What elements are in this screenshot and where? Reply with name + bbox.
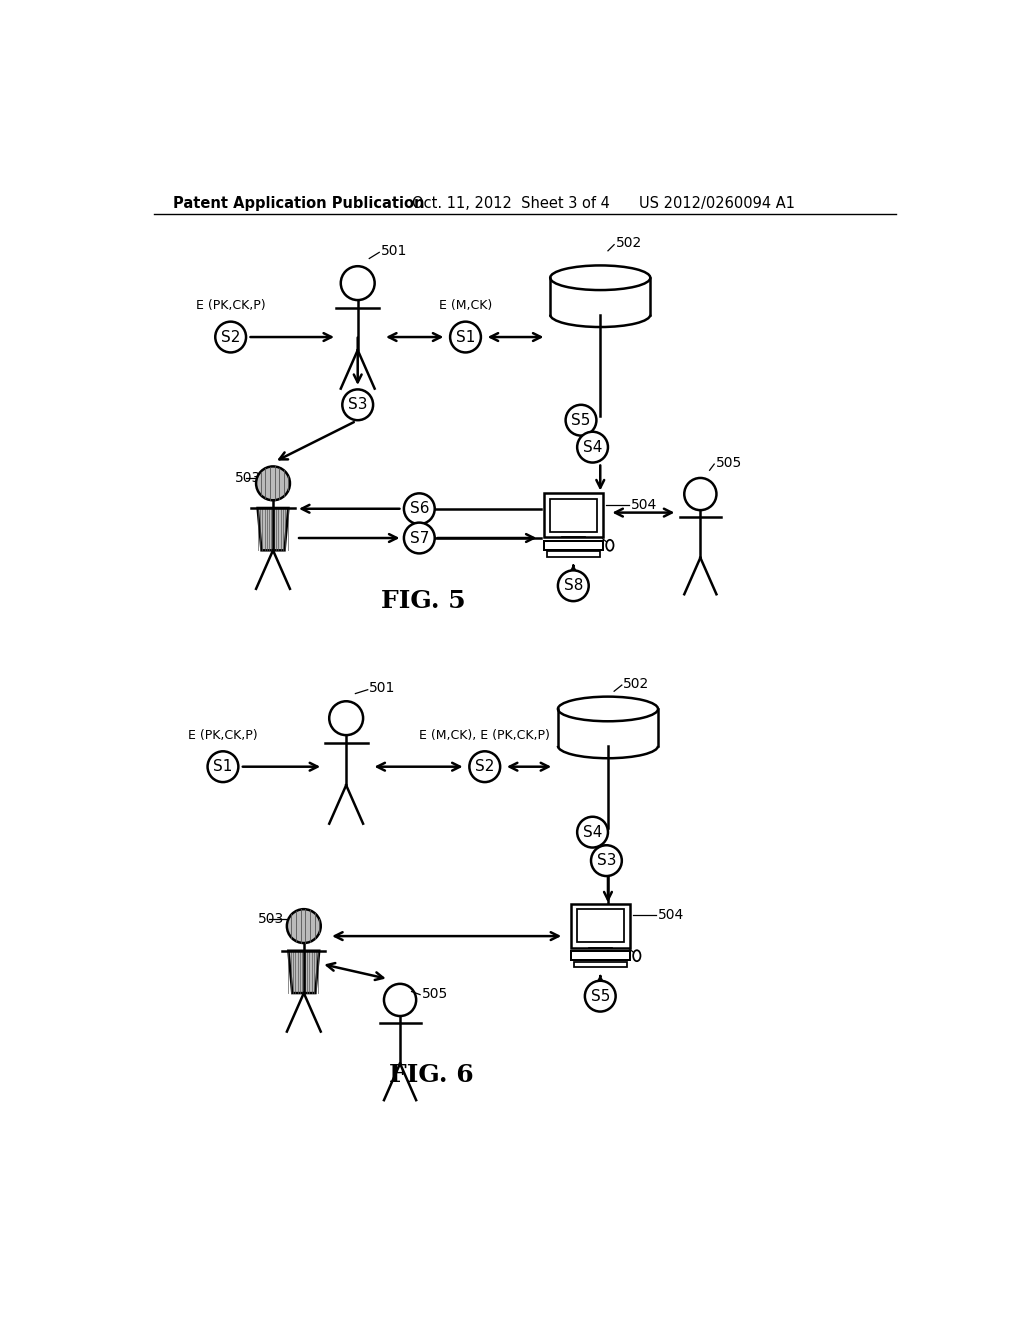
Text: S6: S6 [410,502,429,516]
Bar [573,961,627,968]
Text: FIG. 5: FIG. 5 [381,589,466,614]
Text: E (M,CK): E (M,CK) [439,300,493,313]
Circle shape [451,322,481,352]
Ellipse shape [550,265,650,290]
Bar [547,552,600,557]
Circle shape [215,322,246,352]
Polygon shape [289,950,319,993]
Circle shape [591,845,622,876]
Text: 501: 501 [381,244,408,257]
Bar [544,541,602,549]
Text: S1: S1 [456,330,475,345]
Circle shape [256,466,290,500]
Ellipse shape [606,540,613,550]
Circle shape [342,389,373,420]
Bar [558,709,658,746]
Circle shape [558,570,589,601]
Bar [571,904,630,948]
Text: S8: S8 [563,578,583,593]
Text: 504: 504 [658,908,684,923]
Circle shape [208,751,239,781]
Bar [544,494,602,537]
Text: S2: S2 [475,759,495,775]
Text: S5: S5 [591,989,610,1003]
Bar [550,277,650,314]
Text: 502: 502 [615,236,642,249]
Text: S5: S5 [571,413,591,428]
Text: S1: S1 [213,759,232,775]
Text: Patent Application Publication: Patent Application Publication [173,195,424,211]
Circle shape [565,405,596,436]
Text: 503: 503 [234,471,261,484]
Bar [571,952,630,960]
Text: 505: 505 [422,987,447,1001]
Circle shape [469,751,500,781]
Ellipse shape [633,950,640,961]
Text: E (PK,CK,P): E (PK,CK,P) [188,729,258,742]
Ellipse shape [558,697,658,721]
Text: S4: S4 [583,825,602,840]
Circle shape [578,817,608,847]
Text: S2: S2 [221,330,241,345]
Circle shape [585,981,615,1011]
Bar [550,499,597,532]
Text: S7: S7 [410,531,429,545]
Text: 503: 503 [258,912,284,927]
Text: S3: S3 [348,397,368,412]
Polygon shape [258,508,289,550]
Bar [577,909,624,942]
Text: S3: S3 [597,853,616,869]
Text: 501: 501 [370,681,395,696]
Text: FIG. 6: FIG. 6 [388,1063,473,1086]
Circle shape [403,494,435,524]
Text: S4: S4 [583,440,602,454]
Text: US 2012/0260094 A1: US 2012/0260094 A1 [639,195,795,211]
Text: Oct. 11, 2012  Sheet 3 of 4: Oct. 11, 2012 Sheet 3 of 4 [412,195,609,211]
Text: E (M,CK), E (PK,CK,P): E (M,CK), E (PK,CK,P) [419,729,550,742]
Text: E (PK,CK,P): E (PK,CK,P) [196,300,265,313]
Circle shape [403,523,435,553]
Text: 502: 502 [624,677,649,690]
Text: 504: 504 [631,498,657,512]
Circle shape [578,432,608,462]
Circle shape [287,909,321,942]
Text: 505: 505 [716,455,742,470]
